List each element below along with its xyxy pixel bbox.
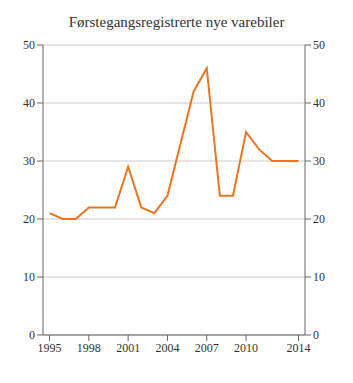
svg-text:0: 0: [29, 328, 35, 342]
svg-text:2001: 2001: [116, 341, 140, 355]
svg-text:1995: 1995: [38, 341, 62, 355]
svg-text:0: 0: [313, 328, 319, 342]
svg-text:40: 40: [23, 96, 35, 110]
svg-text:1998: 1998: [77, 341, 101, 355]
svg-text:2014: 2014: [286, 341, 310, 355]
html-text:Førstegangsregistrerte nye var: Førstegangsregistrerte nye varebiler: [68, 14, 285, 30]
svg-text:10: 10: [313, 270, 325, 284]
svg-text:10: 10: [23, 270, 35, 284]
svg-text:30: 30: [313, 154, 325, 168]
svg-text:2004: 2004: [155, 341, 179, 355]
svg-text:2010: 2010: [234, 341, 258, 355]
svg-text:2007: 2007: [195, 341, 219, 355]
svg-text:50: 50: [23, 38, 35, 52]
svg-text:20: 20: [23, 212, 35, 226]
svg-text:40: 40: [313, 96, 325, 110]
svg-text:50: 50: [313, 38, 325, 52]
svg-text:30: 30: [23, 154, 35, 168]
svg-text:20: 20: [313, 212, 325, 226]
